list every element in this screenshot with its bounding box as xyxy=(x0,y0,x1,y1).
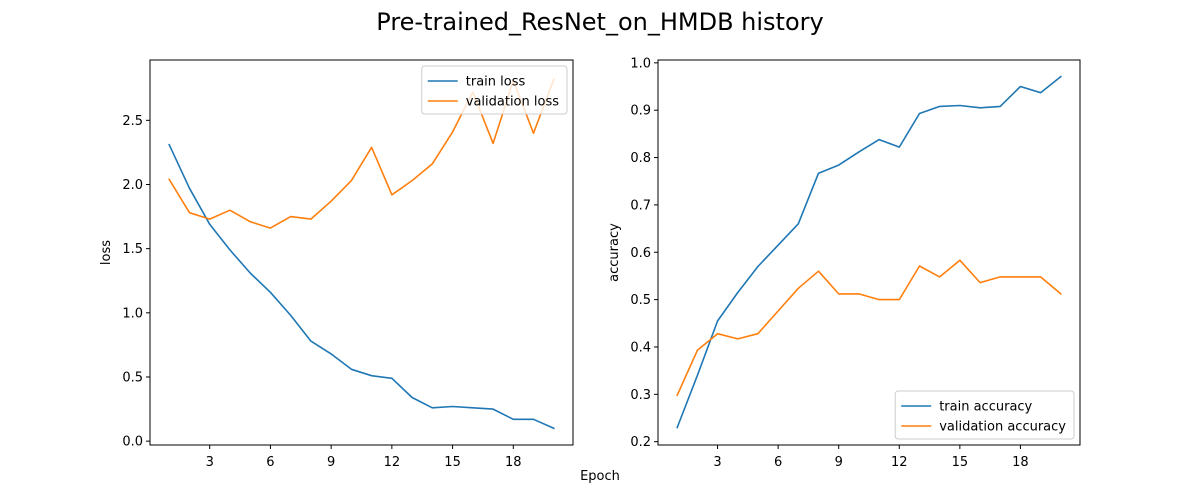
accuracy-x-tick-label: 18 xyxy=(1012,455,1029,470)
accuracy-x-tick-label: 6 xyxy=(774,455,782,470)
loss-legend-label: validation loss xyxy=(466,95,559,110)
accuracy-x-tick-label: 15 xyxy=(952,455,969,470)
loss-y-tick-label: 0.5 xyxy=(122,370,143,385)
accuracy-plot: 3 6 9 12 15 18 0.2 0.3 0.4 0.5 0.6 0.7 0.8 0.9 1.0 accu… xyxy=(607,56,1081,470)
accuracy-y-tick-label: 0.4 xyxy=(630,340,651,355)
accuracy-series-train-line xyxy=(676,75,1062,429)
accuracy-legend: train accuracy validation accuracy xyxy=(894,390,1075,440)
accuracy-y-axis-label: accuracy xyxy=(607,223,622,282)
accuracy-series-validation-line xyxy=(676,259,1062,397)
loss-x-tick-label: 6 xyxy=(266,455,274,470)
loss-x-tick-label: 18 xyxy=(505,455,522,470)
loss-y-tick-label: 2.5 xyxy=(122,114,143,129)
loss-series-train-line xyxy=(168,143,555,430)
loss-x-tick-label: 3 xyxy=(206,455,214,470)
accuracy-legend-box xyxy=(894,390,1075,440)
loss-plot: 3 6 9 12 15 18 0.0 0.5 1.0 1.5 2.0 2.5 loss train los… xyxy=(99,59,574,470)
accuracy-legend-label: validation accuracy xyxy=(939,420,1066,435)
x-axis-label: Epoch xyxy=(580,469,620,484)
figure-title: Pre-trained_ResNet_on_HMDB history xyxy=(376,8,823,36)
loss-y-tick-label: 1.5 xyxy=(122,242,143,257)
accuracy-legend-label: train accuracy xyxy=(939,400,1032,415)
accuracy-x-tick-label: 9 xyxy=(835,455,843,470)
loss-series-validation-line xyxy=(168,78,555,229)
loss-y-axis-label: loss xyxy=(99,240,114,265)
accuracy-y-tick-label: 1.0 xyxy=(630,56,651,71)
loss-y-tick-label: 1.0 xyxy=(122,306,143,321)
loss-x-tick-label: 9 xyxy=(327,455,335,470)
accuracy-y-tick-label: 0.9 xyxy=(630,104,651,119)
loss-x-tick-label: 15 xyxy=(444,455,461,470)
accuracy-y-tick-label: 0.2 xyxy=(630,435,651,450)
loss-y-tick-label: 2.0 xyxy=(122,178,143,193)
accuracy-y-tick-label: 0.8 xyxy=(630,151,651,166)
loss-x-tick-label: 12 xyxy=(384,455,401,470)
loss-legend-box xyxy=(421,65,568,115)
accuracy-y-tick-label: 0.5 xyxy=(630,293,651,308)
loss-legend-label: train loss xyxy=(466,75,526,90)
accuracy-y-tick-label: 0.7 xyxy=(630,198,651,213)
loss-legend: train loss validation loss xyxy=(421,65,568,115)
accuracy-x-tick-label: 3 xyxy=(713,455,721,470)
loss-plot-frame xyxy=(149,59,574,446)
accuracy-x-tick-label: 12 xyxy=(891,455,908,470)
accuracy-plot-frame xyxy=(657,59,1081,446)
loss-y-tick-label: 0.0 xyxy=(122,435,143,450)
accuracy-y-tick-label: 0.6 xyxy=(630,246,651,261)
accuracy-y-tick-label: 0.3 xyxy=(630,388,651,403)
